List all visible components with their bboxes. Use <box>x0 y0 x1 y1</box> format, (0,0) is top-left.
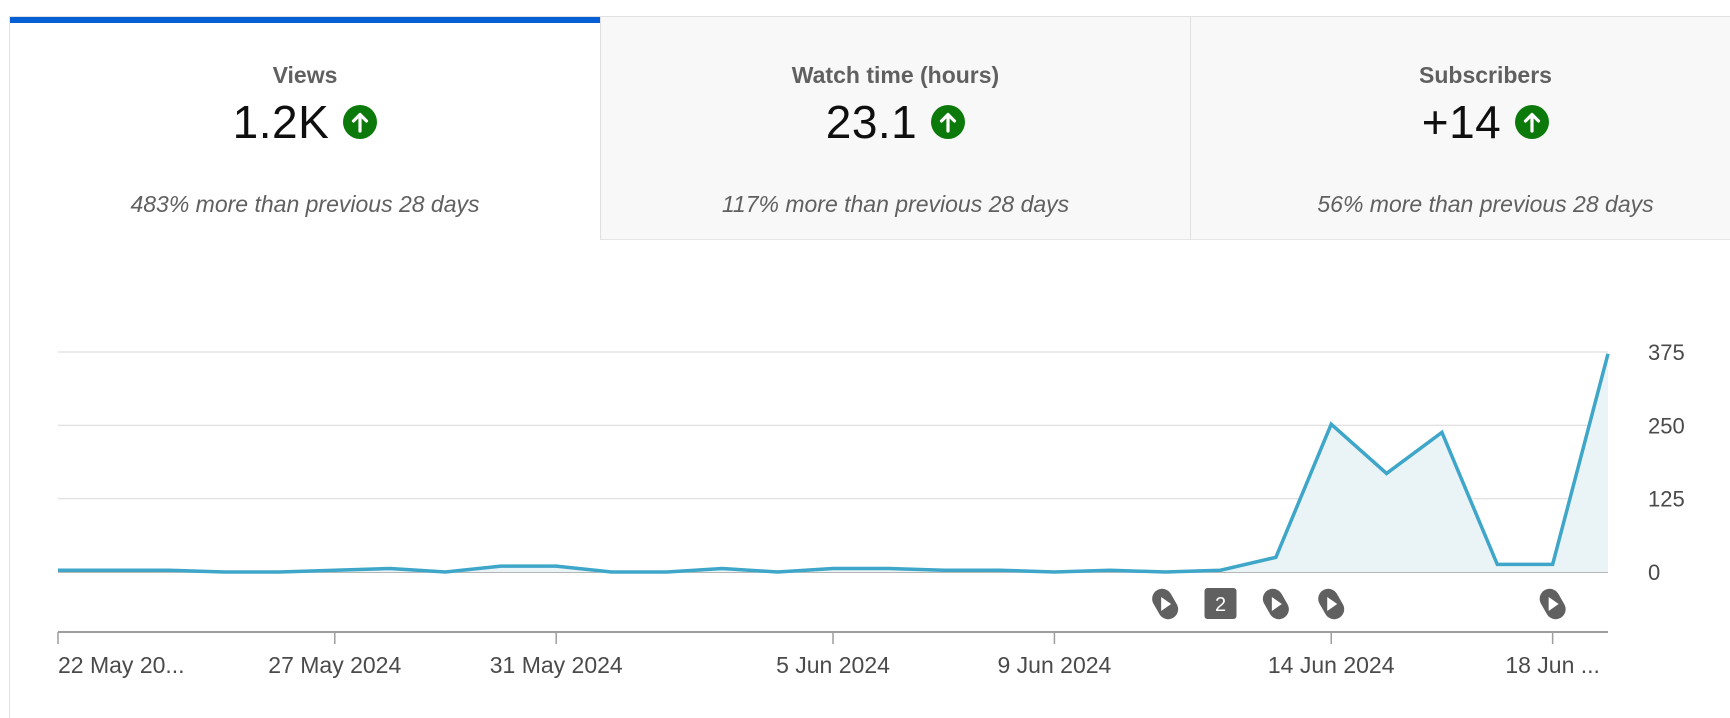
tab-value: +14 <box>1421 96 1502 148</box>
series-area <box>58 353 1608 572</box>
data-point[interactable] <box>159 560 179 580</box>
tab-subscribers[interactable]: Subscribers +14 56% more than previous 2… <box>1190 17 1730 240</box>
event-count-badge[interactable]: 2 <box>1204 588 1237 619</box>
tab-comparison-text: 56% more than previous 28 days <box>1317 191 1654 217</box>
tab-comparison-text: 117% more than previous 28 days <box>721 191 1070 217</box>
data-point[interactable] <box>1211 560 1231 580</box>
data-point[interactable] <box>1598 344 1618 364</box>
data-point[interactable] <box>989 560 1009 580</box>
tab-value: 1.2K <box>232 96 330 148</box>
tab-label: Subscribers <box>1419 62 1552 88</box>
data-point[interactable] <box>103 560 123 580</box>
data-point[interactable] <box>1100 560 1120 580</box>
data-point[interactable] <box>491 556 511 576</box>
tab-views[interactable]: Views 1.2K 483% more than previous 28 da… <box>10 17 600 240</box>
arrow-up-circle-icon <box>931 105 966 139</box>
metric-tabs: Views 1.2K 483% more than previous 28 da… <box>10 17 1730 240</box>
x-tick-label: 18 Jun ... <box>1505 652 1600 678</box>
data-point[interactable] <box>48 560 68 580</box>
data-point[interactable] <box>1266 547 1286 567</box>
data-point[interactable] <box>1432 422 1452 442</box>
panel-left-border <box>9 17 10 718</box>
x-tick-label: 27 May 2024 <box>268 652 401 678</box>
data-point[interactable] <box>823 558 843 578</box>
tab-value-row: 23.1 <box>601 99 1190 145</box>
data-point[interactable] <box>380 558 400 578</box>
x-tick-label: 31 May 2024 <box>490 652 623 678</box>
data-point[interactable] <box>1377 463 1397 483</box>
data-point[interactable] <box>436 562 456 582</box>
y-tick-label: 0 <box>1648 560 1660 585</box>
data-point[interactable] <box>657 562 677 582</box>
arrow-up-circle-icon <box>1515 105 1550 139</box>
x-tick-label: 14 Jun 2024 <box>1268 652 1395 678</box>
data-point[interactable] <box>214 562 234 582</box>
data-point[interactable] <box>325 560 345 580</box>
data-point[interactable] <box>768 562 788 582</box>
panel-top-border <box>9 16 1730 17</box>
tab-value-row: +14 <box>1191 99 1730 145</box>
tab-value: 23.1 <box>825 96 918 148</box>
data-point[interactable] <box>1543 554 1563 574</box>
arrow-up-circle-icon <box>343 105 378 139</box>
data-point[interactable] <box>712 558 732 578</box>
y-tick-label: 250 <box>1648 413 1685 438</box>
series-line <box>58 353 1610 574</box>
y-tick-label: 375 <box>1648 340 1685 365</box>
data-point[interactable] <box>878 558 898 578</box>
tab-label: Watch time (hours) <box>791 62 1000 88</box>
tab-value-row: 1.2K <box>10 99 600 145</box>
svg-text:2: 2 <box>1215 594 1226 616</box>
data-point[interactable] <box>269 562 289 582</box>
active-tab-indicator <box>10 17 600 23</box>
x-tick-label: 9 Jun 2024 <box>998 652 1112 678</box>
tab-watch-time[interactable]: Watch time (hours) 23.1 117% more than p… <box>600 17 1190 240</box>
tab-label: Views <box>272 62 338 88</box>
shorts-icon[interactable] <box>1315 585 1348 623</box>
data-point[interactable] <box>1044 562 1064 582</box>
data-point[interactable] <box>1155 562 1175 582</box>
data-point[interactable] <box>1487 554 1507 574</box>
tab-comparison-text: 483% more than previous 28 days <box>130 191 480 217</box>
data-point[interactable] <box>546 556 566 576</box>
shorts-icon[interactable] <box>1536 585 1569 623</box>
x-tick-label: 22 May 20... <box>58 652 185 678</box>
data-point[interactable] <box>934 560 954 580</box>
shorts-icon[interactable] <box>1148 585 1181 623</box>
shorts-icon[interactable] <box>1259 585 1292 623</box>
x-tick-label: 5 Jun 2024 <box>776 652 890 678</box>
data-point[interactable] <box>1321 414 1341 434</box>
data-point[interactable] <box>602 562 622 582</box>
y-tick-label: 125 <box>1648 487 1685 512</box>
